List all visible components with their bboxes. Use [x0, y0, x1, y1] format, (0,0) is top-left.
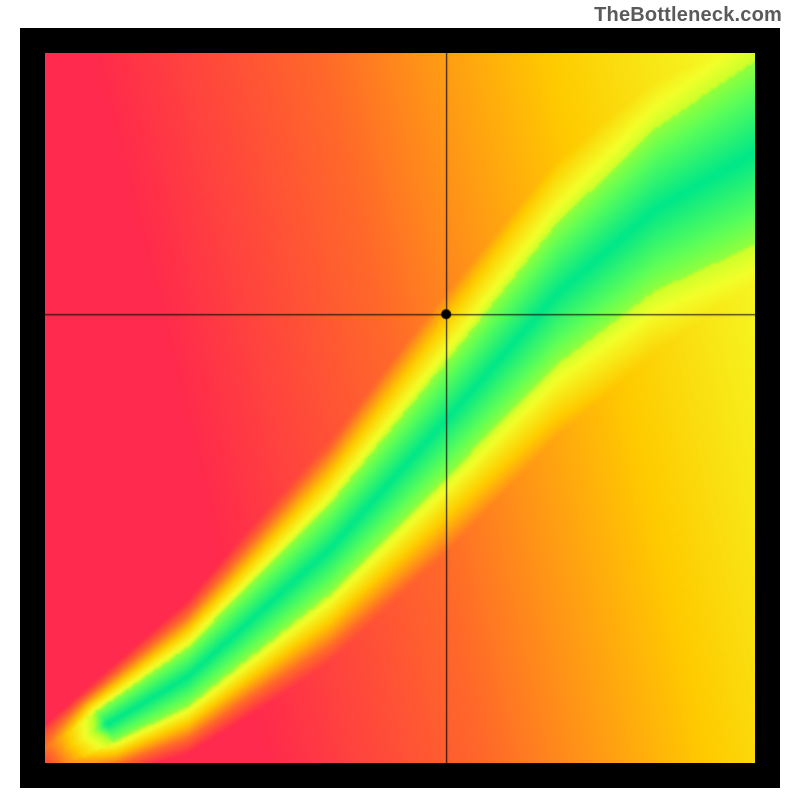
- watermark-text: TheBottleneck.com: [594, 4, 782, 27]
- plot-outer-frame: [20, 28, 780, 788]
- bottleneck-heatmap: [45, 53, 755, 763]
- chart-wrapper: TheBottleneck.com: [0, 0, 800, 800]
